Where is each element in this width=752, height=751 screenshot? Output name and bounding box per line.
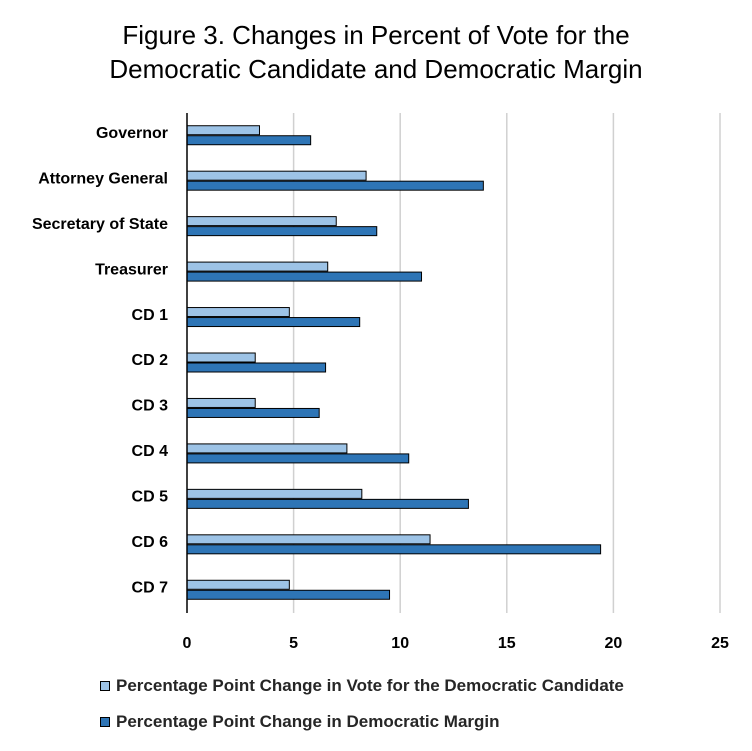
bar-vote-9 <box>186 534 431 545</box>
category-label: Attorney General <box>38 170 168 187</box>
x-tick-label-5: 5 <box>289 635 298 652</box>
legend-swatch-vote <box>100 681 110 691</box>
bar-vote-3 <box>186 261 329 272</box>
category-label: CD 2 <box>132 352 169 369</box>
category-label: CD 3 <box>132 398 169 415</box>
chart-title-line-2: Democratic Candidate and Democratic Marg… <box>109 54 643 84</box>
bar-chart: 0 5 10 15 20 25 Governor Attorney General Secret… <box>32 113 729 652</box>
x-tick-label-0: 0 <box>183 635 192 652</box>
bar-vote-6 <box>186 397 256 408</box>
category-label: CD 5 <box>132 489 169 506</box>
category-label: Governor <box>96 125 168 142</box>
bar-vote-8 <box>186 488 363 499</box>
chart-title-line-1: Figure 3. Changes in Percent of Vote for… <box>122 20 630 50</box>
x-tick-label-20: 20 <box>605 635 623 652</box>
bar-vote-1 <box>186 170 367 181</box>
bar-vote-7 <box>186 443 348 454</box>
legend-item-vote: Percentage Point Change in Vote for the … <box>100 676 624 696</box>
x-tick-label-10: 10 <box>391 635 409 652</box>
category-label: CD 7 <box>132 579 169 596</box>
legend-swatch-margin <box>100 717 110 727</box>
category-label: Secretary of State <box>32 216 168 233</box>
bar-vote-5 <box>186 352 256 363</box>
labels: 0 5 10 15 20 25 Governor Attorney General Secret… <box>32 125 729 652</box>
legend-item-margin: Percentage Point Change in Democratic Ma… <box>100 712 500 732</box>
category-label: CD 4 <box>132 443 169 460</box>
bar-margin-5 <box>186 362 327 373</box>
bar-vote-10 <box>186 579 290 590</box>
bar-margin-2 <box>186 226 378 237</box>
category-label: CD 1 <box>132 307 169 324</box>
category-label: CD 6 <box>132 534 169 551</box>
bar-margin-10 <box>186 589 391 600</box>
legend-label-vote: Percentage Point Change in Vote for the … <box>116 676 624 695</box>
category-label: Treasurer <box>95 261 168 278</box>
bar-margin-8 <box>186 498 469 509</box>
bar-vote-2 <box>186 216 337 227</box>
bar-margin-6 <box>186 407 320 418</box>
bars <box>186 125 602 600</box>
bar-margin-7 <box>186 453 410 464</box>
bar-margin-9 <box>186 544 602 555</box>
bar-vote-0 <box>186 125 260 136</box>
bar-margin-1 <box>186 180 484 191</box>
bar-margin-0 <box>186 135 312 146</box>
bar-vote-4 <box>186 307 290 318</box>
x-tick-label-15: 15 <box>498 635 516 652</box>
bar-margin-3 <box>186 271 423 282</box>
x-tick-label-25: 25 <box>711 635 729 652</box>
chart-title: Figure 3. Changes in Percent of Vote for… <box>0 18 752 86</box>
bar-margin-4 <box>186 317 361 328</box>
legend-label-margin: Percentage Point Change in Democratic Ma… <box>116 712 500 731</box>
